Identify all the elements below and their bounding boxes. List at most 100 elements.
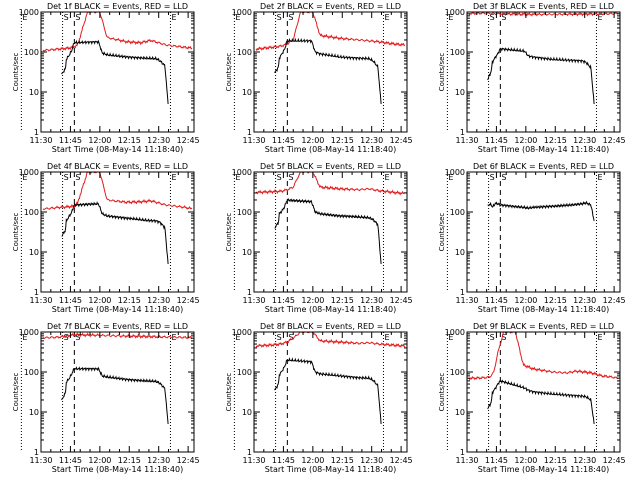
lld-series-line bbox=[255, 12, 406, 52]
x-tick-label: 11:45 bbox=[272, 296, 295, 305]
x-tick-label: 11:45 bbox=[485, 456, 508, 465]
y-tick-label: 1000 bbox=[19, 8, 39, 17]
chart-title: Det 5f BLACK = Events, RED = LLD bbox=[260, 162, 401, 171]
plot-frame bbox=[40, 171, 195, 293]
chart-title: Det 3f BLACK = Events, RED = LLD bbox=[473, 2, 614, 11]
marker-label: E bbox=[384, 173, 389, 182]
y-tick-label: 1 bbox=[247, 288, 252, 297]
y-tick-label: 1000 bbox=[19, 328, 39, 337]
y-tick-label: 10 bbox=[29, 408, 39, 417]
x-tick-label: 11:45 bbox=[272, 136, 295, 145]
chart-title: Det 4f BLACK = Events, RED = LLD bbox=[47, 162, 188, 171]
marker-label: E bbox=[384, 13, 389, 22]
events-series-line bbox=[274, 198, 382, 265]
y-tick-label: 1000 bbox=[232, 168, 252, 177]
chart-title: Det 2f BLACK = Events, RED = LLD bbox=[260, 2, 401, 11]
lld-series-line bbox=[42, 12, 193, 52]
y-tick-label: 10 bbox=[29, 248, 39, 257]
y-tick-label: 100 bbox=[237, 208, 252, 217]
x-tick-label: 12:45 bbox=[390, 296, 413, 305]
y-tick-label: 100 bbox=[237, 368, 252, 377]
x-tick-label: 12:15 bbox=[331, 456, 354, 465]
lld-series-line bbox=[42, 172, 193, 210]
x-tick-label: 12:15 bbox=[118, 136, 141, 145]
x-tick-label: 11:45 bbox=[59, 296, 82, 305]
chart-panel: Det 8f BLACK = Events, RED = LLD E S S E 1 10 1… bbox=[225, 322, 413, 474]
chart-panel: Det 9f BLACK = Events, RED = LLD E S S E 1 10 1… bbox=[438, 322, 626, 474]
x-axis-label: Start Time (08-May-14 11:18:40) bbox=[52, 465, 183, 474]
x-tick-label: 11:30 bbox=[242, 456, 265, 465]
marker-label: E bbox=[597, 333, 602, 342]
chart-title: Det 6f BLACK = Events, RED = LLD bbox=[473, 162, 614, 171]
y-tick-label: 100 bbox=[450, 208, 465, 217]
marker-label: E bbox=[171, 173, 176, 182]
events-series-line bbox=[274, 37, 382, 105]
y-tick-label: 1000 bbox=[232, 8, 252, 17]
y-tick-label: 1 bbox=[34, 448, 39, 457]
chart-panel: Det 7f BLACK = Events, RED = LLD E S S E 1 10 1… bbox=[12, 322, 200, 474]
y-tick-label: 100 bbox=[24, 208, 39, 217]
x-tick-label: 11:30 bbox=[29, 456, 52, 465]
chart-title: Det 9f BLACK = Events, RED = LLD bbox=[473, 322, 614, 331]
x-tick-label: 11:30 bbox=[455, 296, 478, 305]
y-tick-label: 100 bbox=[450, 48, 465, 57]
plot-frame bbox=[253, 11, 408, 133]
plot-frame bbox=[466, 331, 621, 453]
x-tick-label: 12:15 bbox=[544, 456, 567, 465]
plot-frame bbox=[466, 171, 621, 293]
y-tick-label: 1 bbox=[460, 128, 465, 137]
marker-label: E bbox=[384, 333, 389, 342]
marker-label: S bbox=[75, 333, 80, 342]
chart-title: Det 7f BLACK = Events, RED = LLD bbox=[47, 322, 188, 331]
x-tick-label: 12:30 bbox=[360, 136, 383, 145]
x-tick-label: 12:15 bbox=[118, 456, 141, 465]
x-tick-label: 11:30 bbox=[455, 136, 478, 145]
marker-label: E bbox=[171, 13, 176, 22]
y-axis-label: Counts/sec bbox=[438, 373, 446, 412]
plot-frame bbox=[40, 11, 195, 133]
x-tick-label: 11:30 bbox=[29, 296, 52, 305]
chart-panel: Det 5f BLACK = Events, RED = LLD E S S E 1 10 1… bbox=[225, 162, 413, 314]
marker-label: S bbox=[64, 333, 69, 342]
marker-label: S bbox=[490, 333, 495, 342]
x-tick-label: 11:45 bbox=[59, 136, 82, 145]
y-tick-label: 1 bbox=[460, 288, 465, 297]
marker-label: E bbox=[22, 333, 27, 342]
plot-frame bbox=[40, 331, 195, 453]
x-tick-label: 12:30 bbox=[147, 136, 170, 145]
marker-label: E bbox=[235, 173, 240, 182]
marker-label: S bbox=[64, 173, 69, 182]
x-tick-label: 12:00 bbox=[88, 136, 111, 145]
marker-label: E bbox=[22, 13, 27, 22]
lld-series-line bbox=[468, 332, 619, 381]
y-tick-label: 10 bbox=[455, 88, 465, 97]
marker-label: S bbox=[75, 173, 80, 182]
y-tick-label: 10 bbox=[455, 248, 465, 257]
x-tick-label: 12:00 bbox=[301, 136, 324, 145]
y-tick-label: 10 bbox=[455, 408, 465, 417]
y-axis-label: Counts/sec bbox=[12, 213, 20, 252]
y-axis-label: Counts/sec bbox=[438, 213, 446, 252]
x-axis-label: Start Time (08-May-14 11:18:40) bbox=[265, 145, 396, 154]
y-tick-label: 100 bbox=[237, 48, 252, 57]
x-tick-label: 11:30 bbox=[455, 456, 478, 465]
x-tick-label: 11:45 bbox=[272, 456, 295, 465]
y-tick-label: 1 bbox=[247, 448, 252, 457]
lld-series-line bbox=[256, 172, 406, 196]
x-tick-label: 11:30 bbox=[242, 136, 265, 145]
x-tick-label: 12:00 bbox=[514, 456, 537, 465]
x-axis-label: Start Time (08-May-14 11:18:40) bbox=[478, 305, 609, 314]
x-tick-label: 12:30 bbox=[573, 296, 596, 305]
y-tick-label: 10 bbox=[29, 88, 39, 97]
x-tick-label: 12:15 bbox=[544, 296, 567, 305]
y-tick-label: 1 bbox=[247, 128, 252, 137]
x-axis-label: Start Time (08-May-14 11:18:40) bbox=[52, 305, 183, 314]
x-tick-label: 12:15 bbox=[331, 136, 354, 145]
chart-panel: Det 3f BLACK = Events, RED = LLD E S S E 1 10 1… bbox=[438, 2, 626, 154]
x-tick-label: 12:45 bbox=[603, 136, 626, 145]
y-axis-label: Counts/sec bbox=[225, 373, 233, 412]
chart-panel: Det 1f BLACK = Events, RED = LLD E S S E 1 10 1… bbox=[12, 2, 200, 154]
x-tick-label: 12:45 bbox=[390, 456, 413, 465]
y-tick-label: 1000 bbox=[445, 328, 465, 337]
